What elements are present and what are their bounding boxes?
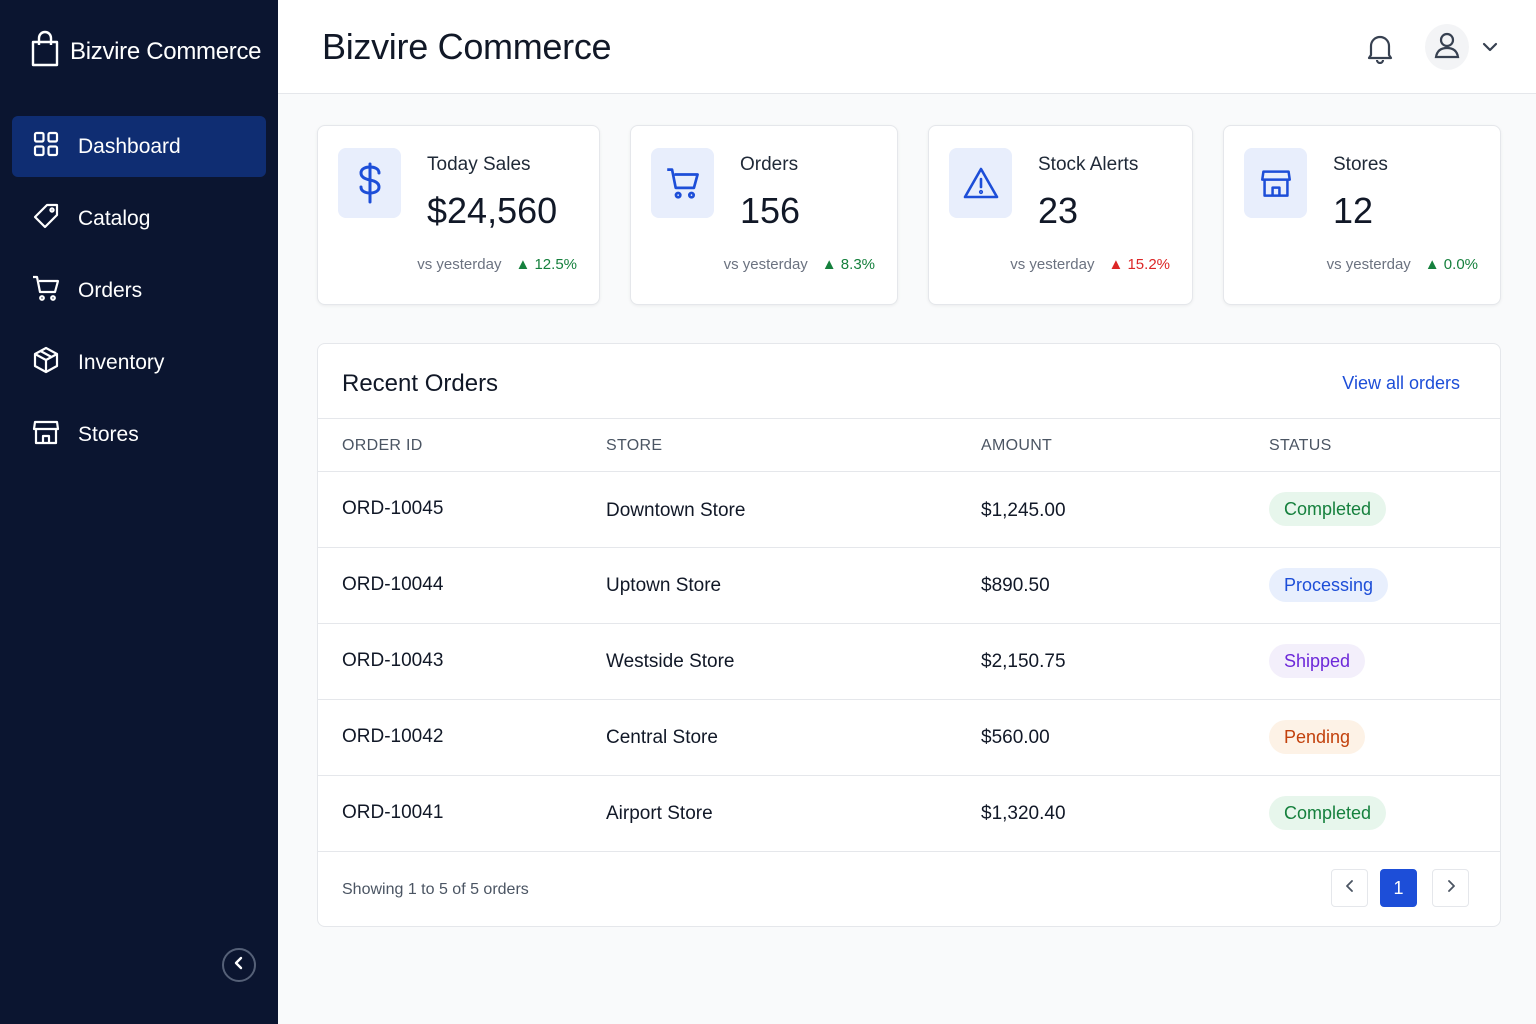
pagination-summary: Showing 1 to 5 of 5 orders: [342, 881, 529, 898]
stat-change: ▲ 15.2%: [1108, 256, 1170, 273]
order-amount: $560.00: [981, 727, 1050, 748]
order-amount: $2,150.75: [981, 651, 1066, 672]
next-page-button[interactable]: [1432, 869, 1469, 907]
stat-change: ▲ 12.5%: [515, 256, 577, 273]
brand[interactable]: Bizvire Commerce: [30, 30, 262, 73]
column-header[interactable]: AMOUNT: [981, 437, 1053, 454]
dollar-icon: [338, 148, 401, 218]
tag-icon: [32, 202, 60, 235]
order-id: ORD-10044: [342, 574, 444, 595]
recent-orders-panel: Recent Orders View all orders ORDER ID S…: [317, 343, 1501, 927]
section-title: Recent Orders: [342, 370, 499, 397]
table-row[interactable]: ORD-10045 Downtown Store $1,245.00 Compl…: [318, 472, 1500, 548]
cart-icon: [651, 148, 714, 218]
stat-value: 23: [1038, 190, 1079, 231]
prev-page-button[interactable]: [1331, 869, 1368, 907]
stat-comparison: vs yesterday: [1010, 256, 1095, 273]
stat-card-stock-alerts[interactable]: Stock Alerts 23 vs yesterday ▲ 15.2%: [928, 125, 1193, 305]
page-title: Bizvire Commerce: [322, 26, 612, 67]
store-icon: [32, 418, 60, 451]
order-id: ORD-10043: [342, 650, 444, 671]
dashboard-grid-icon: [32, 130, 60, 163]
stat-comparison: vs yesterday: [1326, 256, 1411, 273]
stat-card-orders[interactable]: Orders 156 vs yesterday ▲ 8.3%: [630, 125, 898, 305]
bell-icon[interactable]: [1366, 32, 1394, 69]
box-icon: [32, 346, 60, 379]
sidebar: Bizvire Commerce Dashboard Catalog Order…: [0, 0, 278, 1024]
stat-label: Stock Alerts: [1038, 154, 1139, 175]
store-icon: [1244, 148, 1307, 218]
shopping-bag-icon: [30, 30, 60, 73]
chevron-down-icon[interactable]: [1482, 40, 1498, 59]
top-header: Bizvire Commerce: [278, 0, 1536, 94]
status-badge: Pending: [1269, 720, 1366, 754]
chevron-right-icon: [1446, 879, 1456, 898]
table-header: ORDER ID STORE AMOUNT STATUS: [318, 418, 1500, 472]
stat-change: ▲ 0.0%: [1424, 256, 1478, 273]
store-name: Central Store: [606, 727, 718, 748]
order-amount: $890.50: [981, 575, 1050, 596]
stat-label: Stores: [1333, 154, 1388, 175]
chevron-left-icon: [1345, 879, 1355, 898]
stat-card-stores[interactable]: Stores 12 vs yesterday ▲ 0.0%: [1223, 125, 1501, 305]
stat-value: 12: [1333, 190, 1374, 231]
store-name: Westside Store: [606, 651, 735, 672]
stat-value: 156: [740, 190, 801, 231]
sidebar-item-dashboard[interactable]: Dashboard: [12, 116, 266, 177]
store-name: Downtown Store: [606, 500, 746, 521]
chevron-left-icon: [232, 956, 246, 975]
sidebar-nav: Dashboard Catalog Orders Inventory Store…: [12, 116, 266, 476]
stat-label: Today Sales: [427, 154, 531, 175]
column-header[interactable]: STATUS: [1269, 437, 1332, 454]
sidebar-item-catalog[interactable]: Catalog: [12, 188, 266, 249]
sidebar-item-stores[interactable]: Stores: [12, 404, 266, 465]
sidebar-item-orders[interactable]: Orders: [12, 260, 266, 321]
store-name: Airport Store: [606, 803, 713, 824]
sidebar-item-inventory[interactable]: Inventory: [12, 332, 266, 393]
order-id: ORD-10041: [342, 802, 444, 823]
status-badge: Processing: [1269, 568, 1389, 602]
user-avatar[interactable]: [1425, 24, 1469, 70]
stat-value: $24,560: [427, 190, 558, 231]
order-amount: $1,245.00: [981, 500, 1066, 521]
order-id: ORD-10042: [342, 726, 444, 747]
sidebar-item-label: Dashboard: [78, 134, 181, 158]
stat-label: Orders: [740, 154, 799, 175]
status-badge: Completed: [1269, 796, 1387, 830]
stat-card-today-sales[interactable]: Today Sales $24,560 vs yesterday ▲ 12.5%: [317, 125, 600, 305]
sidebar-item-label: Orders: [78, 278, 143, 302]
table-row[interactable]: ORD-10041 Airport Store $1,320.40 Comple…: [318, 776, 1500, 852]
cart-icon: [32, 274, 60, 307]
order-id: ORD-10045: [342, 498, 444, 519]
sidebar-item-label: Inventory: [78, 350, 165, 374]
warning-icon: [949, 148, 1012, 218]
order-amount: $1,320.40: [981, 803, 1066, 824]
status-badge: Shipped: [1269, 644, 1366, 678]
table-row[interactable]: ORD-10044 Uptown Store $890.50 Processin…: [318, 548, 1500, 624]
status-badge: Completed: [1269, 492, 1387, 526]
store-name: Uptown Store: [606, 575, 722, 596]
stat-comparison: vs yesterday: [417, 256, 502, 273]
table-row[interactable]: ORD-10043 Westside Store $2,150.75 Shipp…: [318, 624, 1500, 700]
view-all-orders-link[interactable]: View all orders: [1342, 373, 1460, 393]
user-icon: [1434, 31, 1460, 64]
column-header[interactable]: ORDER ID: [342, 437, 423, 454]
table-row[interactable]: ORD-10042 Central Store $560.00 Pending: [318, 700, 1500, 776]
column-header[interactable]: STORE: [606, 437, 663, 454]
sidebar-item-label: Catalog: [78, 206, 151, 230]
stat-change: ▲ 8.3%: [821, 256, 875, 273]
page-button-current[interactable]: 1: [1380, 869, 1417, 907]
brand-name: Bizvire Commerce: [70, 37, 262, 65]
stat-comparison: vs yesterday: [723, 256, 808, 273]
sidebar-item-label: Stores: [78, 422, 139, 446]
collapse-sidebar-button[interactable]: [222, 948, 256, 982]
